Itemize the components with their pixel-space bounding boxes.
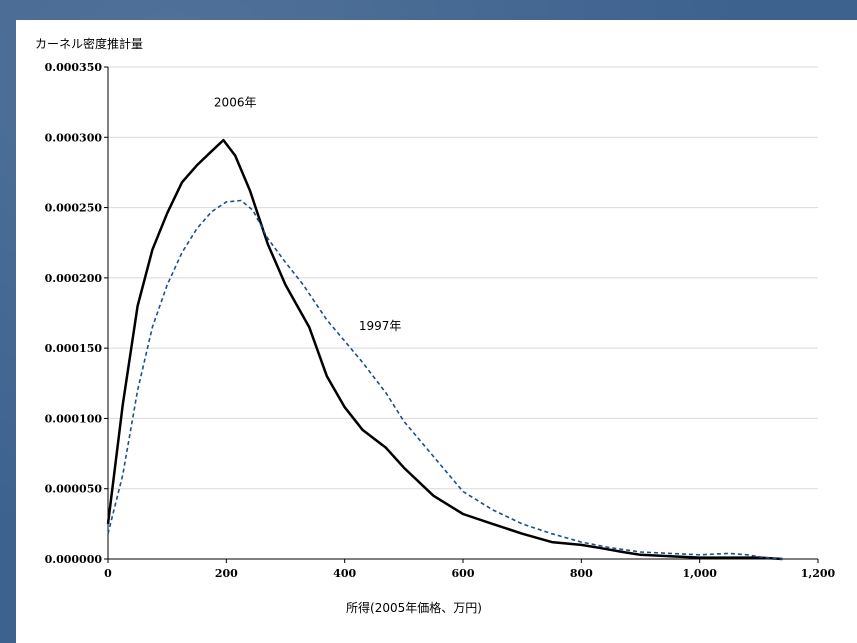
series-line-1997 [107, 199, 783, 560]
y-ticks: 0.000000 0.000050 0.000100 0.000150 0.000200… [45, 61, 108, 566]
series-annotation: 1997年 [359, 319, 402, 333]
y-tick-label: 0.000050 [45, 483, 103, 496]
y-axis-label: カーネル密度推計量 [35, 36, 143, 51]
x-tick-label: 600 [452, 567, 475, 580]
x-tick-label: 1,000 [682, 567, 717, 580]
x-tick-label: 0 [104, 567, 112, 580]
annotations: 2006年 1997年 [214, 95, 402, 333]
series-annotation: 2006年 [214, 95, 257, 109]
series [106, 138, 783, 561]
gridlines [108, 66, 818, 490]
y-tick-label: 0.000100 [45, 412, 103, 425]
y-tick-label: 0.000350 [45, 61, 103, 74]
x-tick-label: 1,200 [801, 567, 836, 580]
x-axis-label: 所得(2005年価格、万円) [346, 600, 482, 615]
x-tick-label: 800 [570, 567, 593, 580]
y-tick-label: 0.000150 [45, 342, 103, 355]
y-tick-label: 0.000300 [45, 131, 103, 144]
x-tick-label: 200 [215, 567, 238, 580]
y-tick-label: 0.000200 [45, 272, 103, 285]
x-ticks: 0 200 400 600 800 1,000 1,200 [104, 559, 836, 580]
series-line-2006 [106, 138, 783, 561]
x-tick-label: 400 [333, 567, 356, 580]
axes [107, 67, 818, 560]
y-tick-label: 0.000250 [45, 202, 103, 215]
density-chart: 0.000000 0.000050 0.000100 0.000150 0.000200… [35, 36, 836, 615]
chart-panel: 0.000000 0.000050 0.000100 0.000150 0.000200… [16, 20, 857, 643]
y-tick-label: 0.000000 [45, 553, 103, 566]
